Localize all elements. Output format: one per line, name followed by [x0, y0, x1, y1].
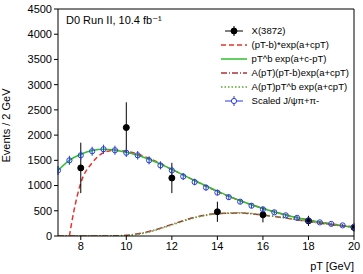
svg-text:4000: 4000 — [28, 28, 52, 40]
svg-text:3000: 3000 — [28, 79, 52, 91]
html-text:Scaled J/ψπ+π-: Scaled J/ψπ+π- — [251, 95, 320, 106]
svg-text:2500: 2500 — [28, 104, 52, 116]
html-text:A(pT)(pT-b)exp(a+cpT): A(pT)(pT-b)exp(a+cpT) — [251, 67, 349, 78]
svg-text:pT [GeV]: pT [GeV] — [310, 260, 354, 272]
svg-text:16: 16 — [257, 240, 269, 252]
html-text:A(pT)pT^b exp(a+cpT): A(pT)pT^b exp(a+cpT) — [251, 81, 348, 92]
html-text:(pT-b)*exp(a+cpT): (pT-b)*exp(a+cpT) — [251, 39, 329, 50]
svg-text:4500: 4500 — [28, 3, 52, 15]
svg-text:14: 14 — [211, 240, 223, 252]
svg-text:20: 20 — [348, 240, 355, 252]
svg-text:Events / 2 GeV: Events / 2 GeV — [8, 88, 12, 163]
svg-text:18: 18 — [302, 240, 314, 252]
html-text:D0 Run II, 10.4 fb⁻¹: D0 Run II, 10.4 fb⁻¹ — [66, 14, 162, 26]
svg-text:12: 12 — [166, 240, 178, 252]
svg-text:2000: 2000 — [28, 129, 52, 141]
html-text:X(3872): X(3872) — [251, 25, 286, 36]
svg-text:500: 500 — [34, 205, 52, 217]
svg-text:10: 10 — [120, 240, 132, 252]
svg-text:8: 8 — [78, 240, 84, 252]
svg-text:1500: 1500 — [28, 154, 52, 166]
html-text:pT^b exp(a+c-pT): pT^b exp(a+c-pT) — [251, 53, 327, 64]
svg-text:3500: 3500 — [28, 53, 52, 65]
svg-text:1000: 1000 — [28, 179, 52, 191]
svg-text:0: 0 — [46, 230, 52, 242]
